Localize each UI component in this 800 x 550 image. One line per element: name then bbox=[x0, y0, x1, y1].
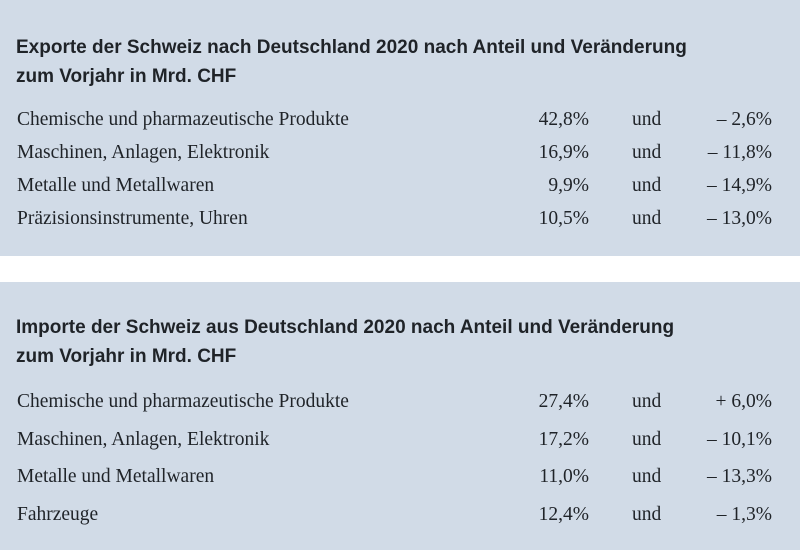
exports-title: Exporte der Schweiz nach Deutschland 202… bbox=[16, 33, 786, 91]
row-label: Metalle und Metallwaren bbox=[17, 466, 215, 487]
row-share: 11,0% bbox=[539, 466, 589, 487]
row-label: Maschinen, Anlagen, Elektronik bbox=[17, 142, 270, 163]
row-connector: und bbox=[632, 109, 662, 130]
exports-table: Chemische und pharmazeutische Produkte 4… bbox=[0, 103, 800, 235]
table-row: Chemische und pharmazeutische Produkte 2… bbox=[0, 383, 800, 421]
row-label: Fahrzeuge bbox=[17, 503, 99, 525]
row-change: – 13,0% bbox=[707, 208, 772, 229]
imports-title-line-2: zum Vorjahr in Mrd. CHF bbox=[16, 346, 237, 367]
table-row: Präzisionsinstrumente, Uhren 10,5% und –… bbox=[0, 202, 800, 235]
table-row: Metalle und Metallwaren 11,0% und – 13,3… bbox=[0, 458, 800, 496]
exports-panel: Exporte der Schweiz nach Deutschland 202… bbox=[0, 0, 800, 256]
imports-title: Importe der Schweiz aus Deutschland 2020… bbox=[16, 313, 786, 371]
row-connector: und bbox=[632, 466, 662, 487]
row-label: Chemische und pharmazeutische Produkte bbox=[17, 391, 349, 412]
row-connector: und bbox=[632, 391, 662, 412]
row-share: 42,8% bbox=[538, 109, 589, 130]
table-row: Chemische und pharmazeutische Produkte 4… bbox=[0, 103, 800, 136]
row-change: – 11,8% bbox=[707, 142, 772, 163]
row-share: 27,4% bbox=[538, 391, 589, 412]
row-share: 9,9% bbox=[548, 175, 589, 196]
table-row: Metalle und Metallwaren 9,9% und – 14,9% bbox=[0, 169, 800, 202]
exports-title-line-2: zum Vorjahr in Mrd. CHF bbox=[16, 66, 237, 87]
row-change: – 14,9% bbox=[707, 175, 772, 196]
row-connector: und bbox=[632, 503, 662, 525]
row-change: – 2,6% bbox=[716, 109, 772, 130]
row-label: Metalle und Metallwaren bbox=[17, 175, 215, 196]
row-change: – 13,3% bbox=[707, 466, 772, 487]
imports-table: Chemische und pharmazeutische Produkte 2… bbox=[0, 383, 800, 533]
row-connector: und bbox=[632, 175, 662, 196]
row-share: 12,4% bbox=[538, 503, 589, 525]
row-connector: und bbox=[632, 428, 662, 450]
row-change: + 6,0% bbox=[715, 391, 773, 412]
table-row: Maschinen, Anlagen, Elektronik 16,9% und… bbox=[0, 136, 800, 169]
row-label: Maschinen, Anlagen, Elektronik bbox=[17, 428, 270, 450]
table-row: Maschinen, Anlagen, Elektronik 17,2% und… bbox=[0, 421, 800, 459]
row-change: – 1,3% bbox=[716, 503, 772, 525]
row-share: 10,5% bbox=[538, 208, 589, 229]
row-label: Chemische und pharmazeutische Produkte bbox=[17, 109, 349, 130]
row-connector: und bbox=[632, 208, 662, 229]
row-label: Präzisionsinstrumente, Uhren bbox=[17, 208, 248, 229]
exports-title-line-1: Exporte der Schweiz nach Deutschland 202… bbox=[16, 37, 687, 58]
row-share: 16,9% bbox=[538, 142, 589, 163]
row-connector: und bbox=[632, 142, 662, 163]
imports-title-line-1: Importe der Schweiz aus Deutschland 2020… bbox=[16, 317, 675, 338]
row-change: – 10,1% bbox=[707, 428, 772, 450]
table-row: Fahrzeuge 12,4% und – 1,3% bbox=[0, 496, 800, 534]
row-share: 17,2% bbox=[538, 428, 589, 450]
imports-panel: Importe der Schweiz aus Deutschland 2020… bbox=[0, 282, 800, 550]
